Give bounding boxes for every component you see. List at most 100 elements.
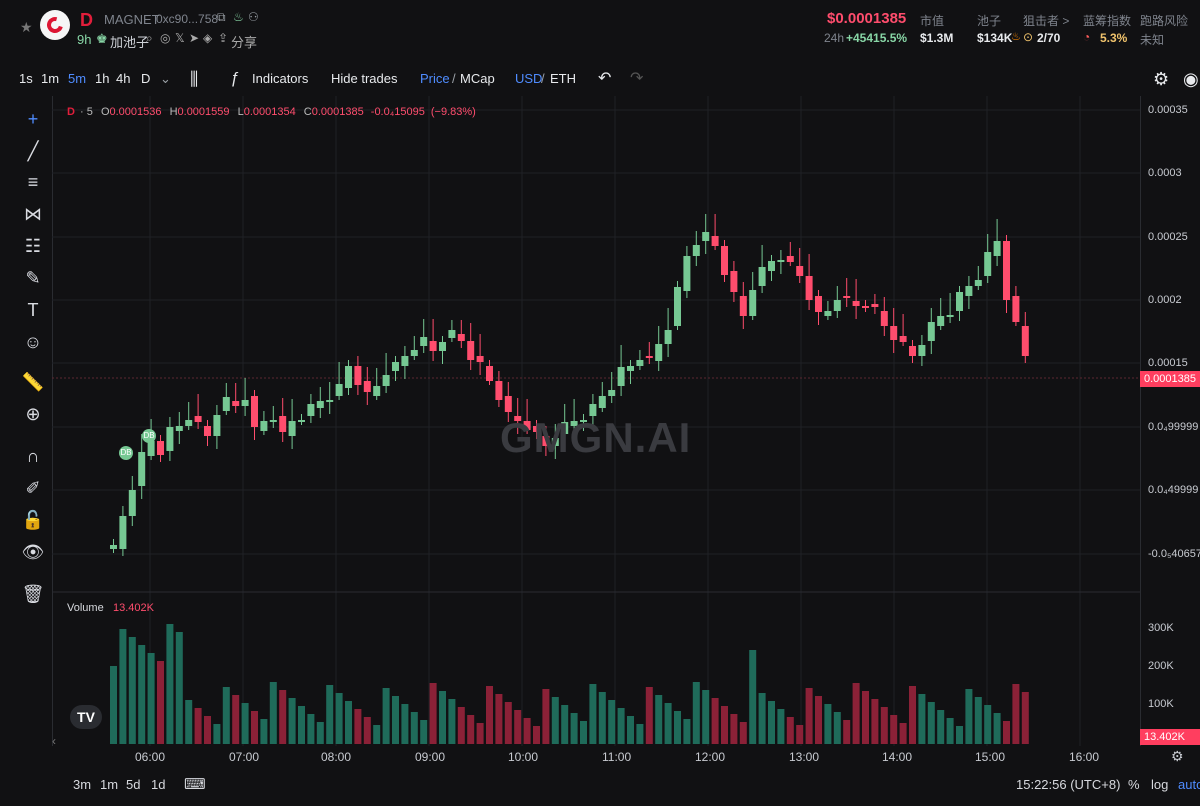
volume-bar [786,717,794,744]
range-5d[interactable]: 5d [126,777,141,792]
volume-bar [542,689,550,744]
volume-bar [589,684,597,744]
chevron-down-icon[interactable]: ⌄ [160,71,171,86]
zoom-in-icon[interactable]: ⊕ [25,404,41,424]
volume-bar [768,701,775,744]
hide-trades-button[interactable]: Hide trades [331,71,398,86]
interval-1s[interactable]: 1s [19,71,33,86]
x-icon[interactable]: 𝕏 [175,31,185,45]
metric-bluechip-value: 5.3% [1100,31,1128,45]
brush-icon[interactable]: ✎ [25,268,41,288]
volume-bar [711,698,719,744]
volume-bar [627,716,634,744]
candle-body [1012,296,1020,322]
volume-bar [354,709,362,744]
search-icon[interactable]: ⌕ [146,31,153,45]
gear-icon[interactable]: ⚙ [1153,69,1170,89]
mcap-toggle[interactable]: MCap [460,71,495,86]
volume-bar [128,637,136,744]
copy-icon[interactable]: ⧉ [217,10,226,24]
trash-icon[interactable]: 🗑 [21,584,45,604]
trade-badge[interactable]: DB [142,429,156,443]
interval-1m[interactable]: 1m [41,71,60,86]
candle-body [956,292,963,311]
volume-bar [429,683,437,744]
candle-body [636,360,644,366]
lock-pencil-icon[interactable]: ✐ [25,478,41,498]
volume-bar [617,708,625,744]
volume-bar [843,720,851,744]
text-icon[interactable]: T [27,300,39,320]
candle-body [457,334,465,341]
range-1d[interactable]: 1d [151,777,166,792]
pool-link[interactable]: 加池子 [110,35,150,50]
diamond-icon[interactable]: ◈ [203,31,213,45]
telegram-icon[interactable]: ➤ [189,31,200,45]
range-3m[interactable]: 3m [73,777,92,792]
undo-icon[interactable]: ↶ [598,70,612,87]
redo-icon[interactable]: ↷ [630,70,644,87]
range-1m[interactable]: 1m [100,777,119,792]
x-tick: 10:00 [508,750,539,764]
candle-body [401,356,409,366]
usd-toggle[interactable]: USD [515,71,543,86]
interval-4h[interactable]: 4h [116,71,131,86]
volume-bar [316,722,324,744]
unlock-icon[interactable]: 🔓 [21,510,45,530]
candle-body [890,326,898,340]
eye-icon[interactable]: 👁 [21,542,45,562]
volume-bar [645,687,653,744]
collapse-chevron-icon[interactable]: ‹ [52,734,56,748]
trade-badge[interactable]: DB [119,446,133,460]
camera-icon[interactable]: ◉ [1183,69,1199,89]
candle-body [805,276,813,300]
magnet-icon[interactable]: ∩ [26,446,40,466]
price-toggle[interactable]: Price [420,71,450,86]
candle-body [307,404,315,416]
share-label[interactable]: 分享 [231,35,258,50]
emoji-icon[interactable]: ☺ [23,332,43,352]
token-address[interactable]: 0xc90...758 [156,12,219,26]
indicators-button[interactable]: Indicators [252,71,309,86]
candle-body [128,490,136,516]
interval-d[interactable]: D [141,71,151,86]
candle-body [796,266,804,276]
fib-icon[interactable]: ☷ [24,236,42,256]
candles-icon[interactable]: ⫼ [190,69,199,89]
share-icon[interactable]: ⇪ [218,31,229,45]
function-icon[interactable]: ƒ [230,70,239,87]
interval-1h[interactable]: 1h [95,71,110,86]
percent-toggle[interactable]: % [1128,777,1140,792]
volume-bar [561,705,569,744]
ruler-icon[interactable]: 📏 [21,372,45,392]
candle-body [542,436,550,446]
crosshair-icon[interactable]: + [27,109,39,129]
candle-body [194,416,202,422]
price-chart-svg[interactable] [52,96,1140,746]
candle-body [598,396,606,408]
trendline-icon[interactable]: ╱ [27,141,39,161]
candle-body [664,330,672,344]
chart-area[interactable] [52,96,1140,746]
y-tick: 0.00025 [1148,231,1188,243]
tradingview-logo[interactable]: TV [70,705,102,729]
horizontal-lines-icon[interactable]: ≡ [27,172,39,192]
eth-toggle[interactable]: ETH [550,71,576,86]
star-icon[interactable]: ★ [20,19,33,35]
metric-sniper-label[interactable]: 狙击者 > [1023,14,1070,28]
pattern-icon[interactable]: ⋈ [24,204,42,224]
candle-body [570,421,578,426]
volume-bar [166,624,174,744]
candle-body [523,421,531,430]
timezone-display[interactable]: 15:22:56 (UTC+8) [1016,777,1121,792]
change-value: +45415.5% [846,31,908,45]
interval-5m[interactable]: 5m [68,71,87,86]
calendar-icon[interactable]: ⌨ [184,776,206,793]
auto-toggle[interactable]: auto [1178,777,1200,792]
settings-icon[interactable]: ⚙ [1171,748,1184,764]
volume-bar [580,721,587,744]
y-tick: 0.00015 [1148,357,1188,369]
price-axis[interactable] [1140,96,1200,746]
log-toggle[interactable]: log [1151,777,1169,792]
globe-icon[interactable]: ◎ [160,31,171,45]
